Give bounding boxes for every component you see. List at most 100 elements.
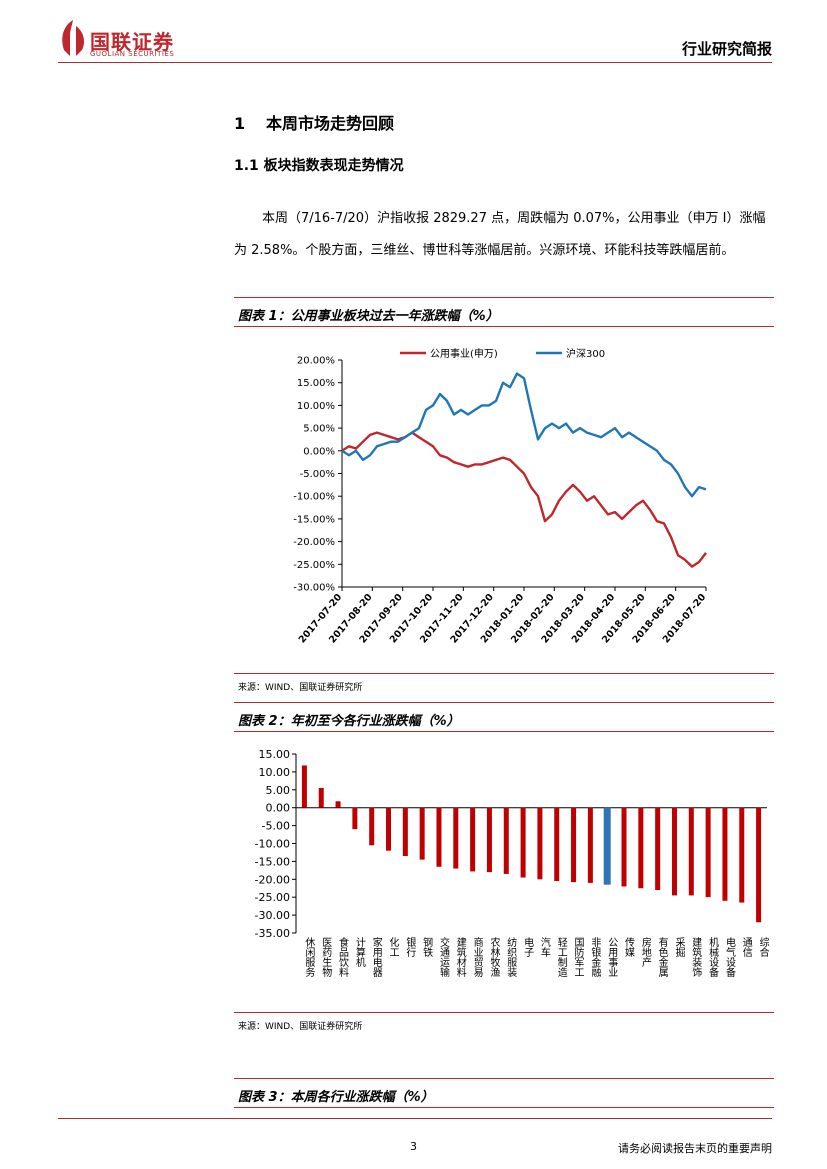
figure1-top-rule — [234, 297, 774, 298]
category-label: 房地产 — [639, 936, 651, 968]
category-label: 传媒 — [623, 937, 635, 958]
bar — [318, 788, 324, 808]
y-tick-label: 15.00% — [297, 378, 335, 389]
category-label: 采掘 — [673, 937, 685, 958]
bar — [638, 807, 644, 889]
y-tick-label: 0.00% — [303, 446, 335, 457]
legend-label: 沪深300 — [566, 347, 605, 360]
category-label: 化工 — [387, 936, 399, 957]
bar — [671, 807, 677, 896]
y-tick-label: -5.00 — [262, 820, 290, 833]
y-tick-label: -15.00 — [255, 855, 290, 868]
section-heading: 1 本周市场走势回顾 — [234, 110, 394, 134]
y-tick-label: 15.00 — [259, 748, 291, 761]
category-label: 机械设备 — [707, 936, 719, 978]
bar — [621, 807, 627, 887]
section-number: 1 — [234, 114, 246, 133]
figure2-top-rule — [234, 702, 774, 703]
footer-rule — [58, 1118, 772, 1119]
category-label: 家用电器 — [370, 936, 382, 978]
category-label: 公用事业 — [606, 937, 618, 977]
category-label: 交通运输 — [437, 936, 449, 978]
series-line-utilities — [341, 431, 707, 568]
bar — [386, 807, 392, 851]
bar — [722, 807, 728, 901]
bar — [419, 807, 425, 860]
category-label: 国防军工 — [572, 937, 584, 977]
bar — [369, 807, 375, 846]
bar — [571, 807, 577, 883]
category-label: 汽车 — [538, 936, 550, 958]
figure1-title: 图表 1：公用事业板块过去一年涨跌幅（%） — [238, 309, 499, 324]
bar — [603, 807, 611, 885]
category-label: 食品饮料 — [337, 936, 349, 978]
series-line-csi300 — [341, 372, 707, 498]
subsection-heading: 1.1 板块指数表现走势情况 — [234, 158, 404, 174]
bar — [739, 807, 745, 903]
category-label: 钢铁 — [421, 936, 433, 958]
category-label: 通信 — [740, 937, 752, 958]
figure1-line-chart: 20.00% 15.00% 10.00% 5.00% 0.00% -5.00% -10.00… — [293, 347, 708, 645]
y-tick-label: -20.00 — [255, 873, 290, 886]
y-tick-label: 20.00% — [297, 356, 335, 367]
figure2-title-rule — [234, 731, 774, 732]
figure1-source: 来源：WIND、国联证券研究所 — [238, 683, 363, 693]
header-rule — [58, 62, 772, 63]
bar — [470, 807, 476, 872]
y-tick-label: -5.00% — [300, 469, 335, 480]
y-tick-label: 5.00 — [266, 784, 291, 797]
y-tick-label: -35.00 — [255, 927, 290, 940]
figure2-source-rule — [234, 1012, 774, 1013]
bar — [335, 801, 341, 808]
category-label: 休闲服务 — [303, 937, 315, 978]
y-tick-label: -25.00 — [255, 891, 290, 904]
bar — [503, 807, 509, 874]
category-label: 电子 — [522, 936, 534, 957]
y-tick-label: -10.00 — [255, 838, 290, 851]
figure3-title-rule — [234, 1107, 774, 1108]
footer-disclaimer: 请务必阅读报告末页的重要声明 — [618, 1142, 772, 1155]
category-label: 电气设备 — [723, 936, 735, 978]
y-tick-label: -30.00 — [255, 909, 290, 922]
category-label: 银行 — [404, 936, 416, 958]
y-tick-label: -20.00% — [293, 537, 335, 548]
y-tick-label: 10.00 — [259, 766, 291, 779]
category-label: 建筑装饰 — [690, 936, 702, 978]
bar — [655, 807, 661, 891]
bar — [705, 807, 711, 898]
brand-name: 国联证券 — [90, 30, 174, 54]
y-tick-label: 0.00 — [266, 802, 291, 815]
legend-label: 公用事业(申万) — [430, 347, 498, 360]
category-label: 纺织服装 — [505, 936, 517, 978]
brand-name-en: GUOLIAN SECURITIES — [90, 50, 175, 58]
body-paragraph: 本周（7/16-7/20）沪指收报 2829.27 点，周跌幅为 0.07%，公… — [234, 211, 766, 258]
category-label: 轻工制造 — [555, 936, 567, 977]
bar — [520, 807, 526, 878]
bar — [587, 807, 593, 883]
section-title: 本周市场走势回顾 — [266, 114, 395, 133]
category-label: 有色金属 — [656, 936, 668, 978]
bar — [537, 807, 543, 880]
figure3-top-rule — [234, 1078, 774, 1079]
figure1-source-rule — [234, 673, 774, 674]
category-label: 建筑材料 — [454, 936, 466, 978]
category-label: 计算机 — [353, 936, 365, 968]
bar — [352, 807, 358, 830]
y-tick-label: 10.00% — [297, 401, 335, 412]
bar — [436, 807, 442, 867]
figure2-source: 来源：WIND、国联证券研究所 — [238, 1022, 363, 1032]
bar — [688, 807, 694, 896]
bar — [486, 807, 492, 873]
category-label: 医药生物 — [320, 937, 332, 978]
page-number: 3 — [410, 1140, 417, 1153]
bar — [554, 807, 560, 882]
y-tick-label: 5.00% — [303, 424, 335, 435]
category-label: 商业贸易 — [471, 936, 483, 978]
category-label: 非银金融 — [589, 937, 601, 978]
bar — [301, 765, 307, 808]
report-type: 行业研究简报 — [681, 40, 772, 58]
figure1-title-rule — [234, 326, 774, 327]
category-label: 综合 — [757, 936, 769, 958]
figure2-title: 图表 2：年初至今各行业涨跌幅（%） — [238, 714, 460, 729]
y-tick-label: -30.00% — [293, 583, 335, 594]
